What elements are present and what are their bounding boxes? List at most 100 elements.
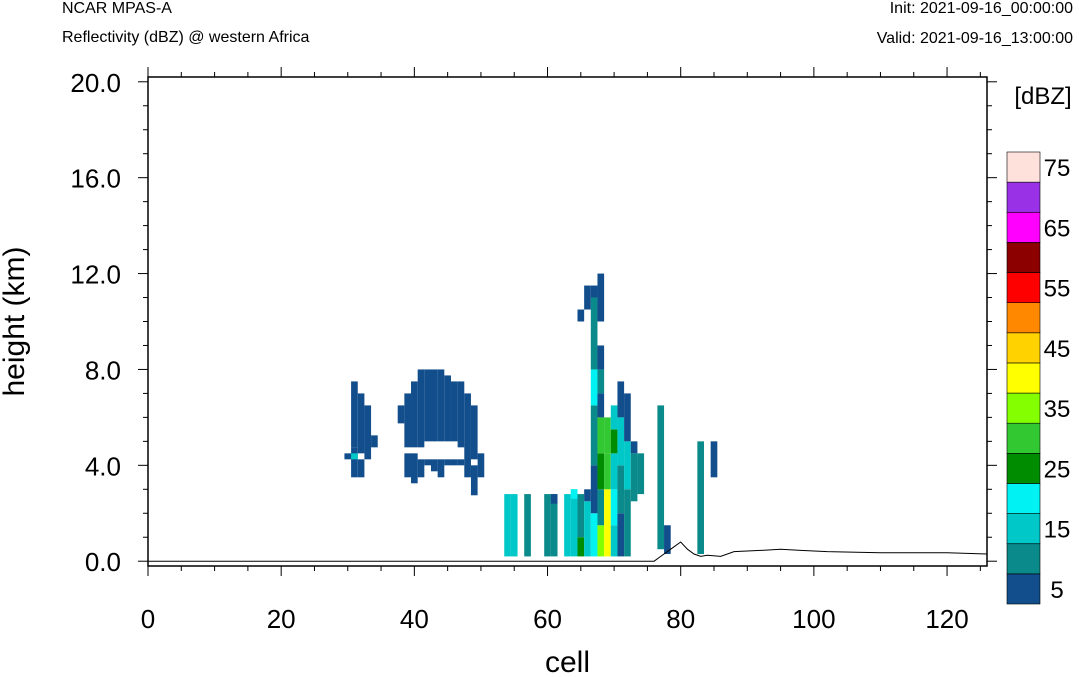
reflectivity-cell <box>604 489 611 557</box>
colorbar-label: 15 <box>1044 517 1071 544</box>
reflectivity-cell <box>590 513 598 557</box>
x-tick-label: 120 <box>925 604 968 634</box>
colorbar-label: 5 <box>1050 577 1063 604</box>
reflectivity-cell <box>697 441 705 555</box>
reflectivity-cell <box>617 417 625 466</box>
reflectivity-cell <box>584 489 591 502</box>
reflectivity-cell <box>424 369 431 442</box>
colorbar-label: 25 <box>1044 456 1071 483</box>
reflectivity-cell <box>371 435 378 448</box>
reflectivity-cell <box>610 525 618 557</box>
colorbar-swatch <box>1006 151 1041 183</box>
reflectivity-cell <box>411 381 418 448</box>
reflectivity-cell <box>710 441 718 478</box>
reflectivity-cell <box>610 453 618 490</box>
reflectivity-cell <box>577 494 585 538</box>
reflectivity-cell <box>630 441 638 454</box>
reflectivity-cell <box>344 453 352 460</box>
colorbar-label: 65 <box>1044 215 1071 242</box>
reflectivity-cell <box>397 405 405 424</box>
reflectivity-cell <box>437 369 445 442</box>
reflectivity-cell <box>444 459 451 466</box>
reflectivity-cell <box>657 405 665 550</box>
reflectivity-cell <box>357 459 365 478</box>
reflectivity-cell <box>411 453 418 484</box>
colorbar-label: 75 <box>1044 155 1071 182</box>
reflectivity-cell <box>457 381 465 448</box>
reflectivity-cell <box>617 513 625 557</box>
reflectivity-cell <box>577 537 585 557</box>
reflectivity-cell <box>430 369 438 442</box>
reflectivity-cell <box>477 453 485 478</box>
y-axis-label: height (km) <box>0 246 31 396</box>
reflectivity-cell <box>590 465 598 514</box>
axis-ticks: 0 20 40 60 80 100 120 0.0 4.0 8.0 12.0 16.0 20.0 <box>70 67 997 634</box>
reflectivity-cell <box>444 375 451 442</box>
valid-time: Valid: 2021-09-16_13:00:00 <box>876 30 1073 47</box>
reflectivity-cell <box>351 447 358 478</box>
reflectivity-cell <box>570 489 578 557</box>
reflectivity-cell <box>470 465 478 496</box>
x-tick-label: 100 <box>792 604 835 634</box>
reflectivity-cell <box>584 285 591 310</box>
reflectivity-cell <box>664 525 671 555</box>
colorbar: 5 15 25 35 45 55 65 75 <box>1006 151 1071 605</box>
colorbar-swatch <box>1006 513 1041 545</box>
colorbar-swatch <box>1006 483 1041 514</box>
colorbar-swatch <box>1006 362 1041 394</box>
reflectivity-cell <box>597 393 605 418</box>
colorbar-label: 35 <box>1044 396 1071 423</box>
reflectivity-cell <box>430 459 438 472</box>
reflectivity-cell <box>510 494 518 557</box>
colorbar-swatch <box>1006 332 1041 364</box>
x-tick-label: 40 <box>400 604 429 634</box>
colorbar-swatch <box>1006 543 1041 575</box>
colorbar-swatch <box>1006 422 1041 454</box>
reflectivity-cell <box>597 417 605 454</box>
x-axis-label: cell <box>545 646 590 677</box>
y-tick-label: 8.0 <box>85 355 121 385</box>
reflectivity-cell <box>584 501 591 557</box>
reflectivity-cell <box>610 489 618 526</box>
colorbar-swatch <box>1006 181 1041 213</box>
reflectivity-cell <box>470 405 478 460</box>
reflectivity-cell <box>417 459 425 478</box>
chart-title: NCAR MPAS-A <box>62 0 172 17</box>
reflectivity-cell <box>504 494 511 557</box>
reflectivity-cell <box>624 441 631 490</box>
reflectivity-cell <box>357 393 365 454</box>
reflectivity-cell <box>364 405 372 460</box>
reflectivity-cell <box>610 429 618 454</box>
reflectivity-cell <box>544 494 551 557</box>
reflectivity-cells <box>344 273 718 557</box>
reflectivity-cell <box>597 525 605 557</box>
reflectivity-cell <box>570 489 578 499</box>
x-tick-label: 80 <box>666 604 695 634</box>
colorbar-label: 55 <box>1044 276 1071 303</box>
colorbar-swatch <box>1006 242 1041 273</box>
reflectivity-cell <box>597 489 605 526</box>
reflectivity-cell <box>610 405 618 430</box>
reflectivity-cell <box>464 393 471 478</box>
reflectivity-cell <box>457 459 465 466</box>
y-tick-label: 16.0 <box>70 164 121 194</box>
colorbar-swatch <box>1006 392 1041 424</box>
reflectivity-cell <box>624 393 631 442</box>
colorbar-swatch <box>1006 272 1041 303</box>
plot-frame <box>147 76 988 567</box>
reflectivity-cell <box>590 369 598 406</box>
reflectivity-cell <box>630 453 638 502</box>
reflectivity-cell <box>564 494 571 557</box>
reflectivity-cell <box>604 453 611 490</box>
reflectivity-cell <box>424 459 431 466</box>
x-tick-label: 20 <box>267 604 296 634</box>
reflectivity-cell <box>577 309 585 322</box>
colorbar-label: 45 <box>1044 336 1071 363</box>
y-tick-label: 0.0 <box>85 547 121 577</box>
colorbar-title: [dBZ] <box>1014 83 1071 110</box>
reflectivity-cell <box>597 273 605 322</box>
y-tick-label: 12.0 <box>70 260 121 290</box>
reflectivity-cell <box>604 417 611 454</box>
colorbar-swatch <box>1006 453 1041 484</box>
